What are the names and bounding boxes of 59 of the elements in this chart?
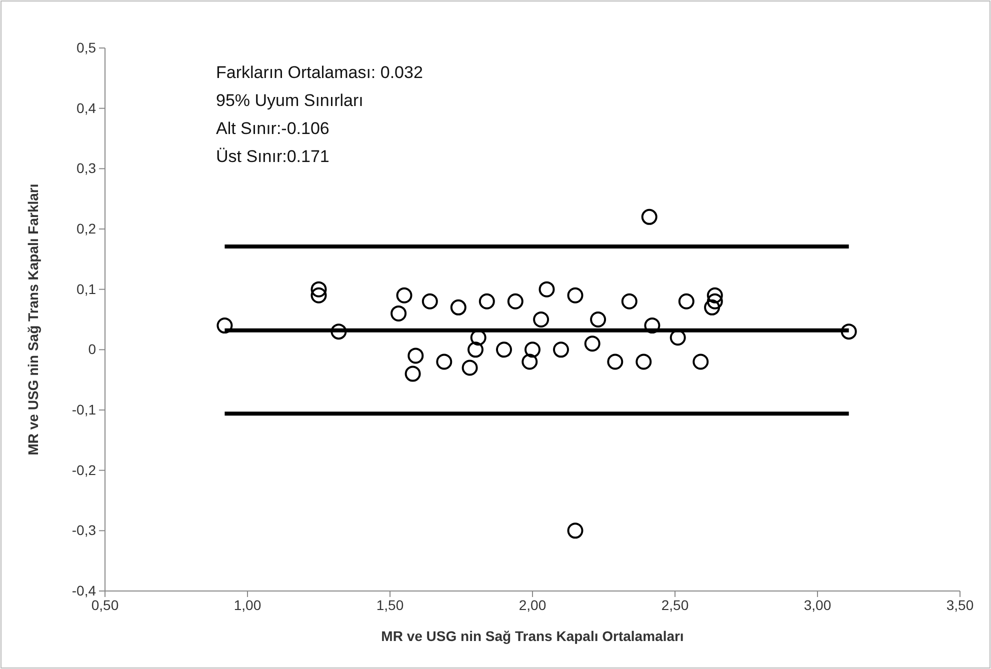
point (678, 293, 694, 310)
y-tick-label: -0,3 (72, 522, 96, 538)
point (404, 366, 421, 382)
y-tick-label: 0,5 (76, 39, 96, 56)
point (396, 287, 412, 304)
annotation: Alt Sınır:-0.106 (216, 119, 330, 138)
x-tick-label: 1,50 (376, 596, 404, 613)
point (390, 305, 407, 322)
point (436, 354, 452, 370)
point (507, 293, 524, 310)
annotation: 95% Uyum Sınırları (216, 91, 364, 110)
y-tick-label: 0,2 (76, 220, 96, 236)
x-tick-label: 0,50 (91, 596, 119, 613)
point (636, 354, 652, 370)
point (607, 354, 624, 370)
point (216, 318, 233, 334)
point (644, 318, 660, 334)
y-tick-label: 0,4 (76, 100, 96, 116)
point (706, 293, 723, 310)
point (567, 522, 584, 539)
y-tick-label: -0,4 (72, 582, 96, 598)
point (310, 281, 327, 298)
point (524, 342, 540, 358)
point (310, 287, 327, 304)
point (840, 324, 857, 340)
point (330, 324, 347, 340)
point (468, 342, 484, 358)
point (522, 354, 538, 370)
y-tick-label: 0,1 (76, 280, 96, 297)
y-tick-label: 0 (88, 341, 96, 358)
x-tick-label: 3,50 (946, 596, 974, 613)
x-tick-label: 2,00 (518, 596, 546, 613)
point (621, 293, 638, 310)
point (422, 293, 438, 310)
point (538, 281, 555, 298)
point (408, 348, 424, 364)
point (590, 312, 606, 328)
y-axis-title: MR ve USG nin Sağ Trans Kapalı Farkları (25, 184, 41, 456)
x-tick-label: 3,00 (804, 596, 832, 613)
point (553, 342, 569, 358)
annotation: Üst Sınır:0.171 (216, 147, 330, 166)
point (462, 360, 478, 376)
point (706, 287, 723, 304)
x-axis-title: MR ve USG nin Sağ Trans Kapalı Ortalamaları (381, 628, 684, 644)
point (704, 299, 720, 316)
annotation: Farkların Ortalaması: 0.032 (216, 63, 423, 82)
point (533, 312, 550, 328)
point (584, 336, 600, 352)
y-tick-label: 0,3 (76, 160, 96, 176)
point (496, 342, 512, 358)
y-tick-label: -0,2 (72, 462, 96, 478)
point (478, 293, 495, 310)
y-tick-label: -0,1 (72, 401, 96, 418)
point (641, 208, 658, 225)
point (450, 299, 466, 316)
point (692, 354, 709, 370)
point (567, 287, 584, 304)
x-tick-label: 2,50 (661, 596, 689, 613)
x-tick-label: 1,00 (234, 596, 262, 613)
